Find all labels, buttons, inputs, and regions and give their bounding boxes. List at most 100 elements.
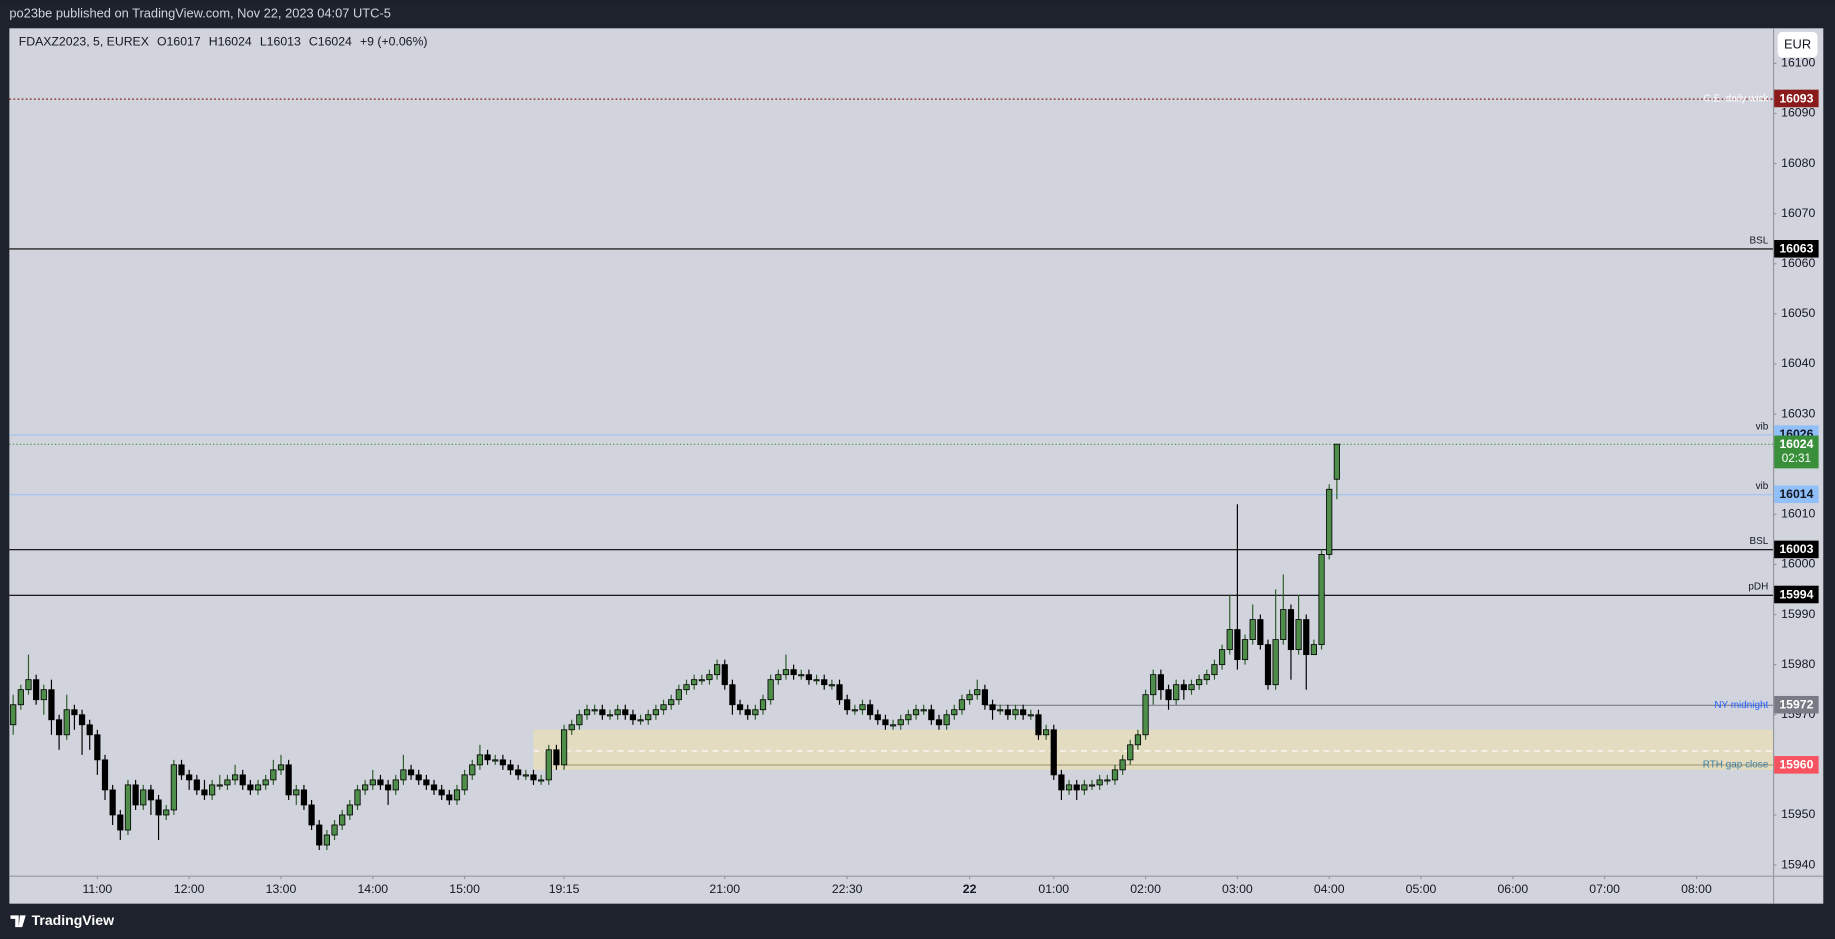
candle-body [63,709,70,736]
candle-body [1050,729,1057,776]
candle-body [262,779,269,786]
y-tick-label: 15940 [1781,857,1815,871]
level-label: BSL [1749,235,1768,246]
level-label: C.E. daily wick [1704,94,1769,105]
price-tag [1774,695,1819,714]
legend-close: C16024 [309,35,352,49]
candle-body [1211,664,1218,676]
candle-body [316,824,323,846]
candle-body [943,714,950,726]
candle-body [400,769,407,781]
legend-high: H16024 [209,35,252,49]
candle-body [1134,734,1142,746]
candle-body [721,664,728,686]
candle-body [33,679,40,701]
candle-body [560,729,568,766]
candle-body [1119,759,1126,771]
candle-body [912,709,920,716]
candle-body [629,714,637,721]
candle-body [660,704,667,711]
candle-body [484,754,491,761]
candle-body [339,814,346,826]
candle-body [423,779,430,786]
candle-body [645,714,652,721]
candle-body [25,679,32,691]
candle-body [867,704,874,716]
candle-body [1234,629,1241,661]
candle-body [10,704,17,726]
candle-body [637,719,644,722]
candle-body [583,709,591,716]
candle-body [224,779,231,786]
candle-body [507,764,514,771]
candle-body [1150,674,1157,696]
candle-body [407,769,415,776]
candle-body [813,679,820,682]
x-tick-label: 15:00 [449,882,480,896]
candle-body [293,789,300,796]
x-tick-label: 04:00 [1314,882,1345,896]
candle-body [40,689,47,701]
candle-body [86,724,93,736]
candle-body [346,804,353,816]
price-tag [1774,540,1819,559]
candle-body [384,784,392,791]
price-tag-label: 15994 [1779,587,1813,601]
candle-body [438,789,445,796]
publisher: po23be published on TradingView.com, Nov… [9,6,391,21]
y-tick-label: 15980 [1781,657,1815,671]
candle-body [622,709,629,716]
candle-body [805,674,813,681]
candle-body [966,694,973,701]
candle-body [859,704,866,711]
candle-body [668,699,675,706]
price-tag-label: 15972 [1779,698,1813,712]
candle-body [989,704,996,711]
candle-body [1326,488,1333,555]
candle-body [254,784,262,791]
candle-body [308,804,315,826]
price-tag [1774,585,1819,604]
last-price-label: 16024 [1779,437,1813,451]
candle-body [1280,609,1287,641]
candle-body [231,774,239,781]
legend-open: O16017 [157,35,201,49]
candle-body [1226,629,1233,651]
candle-body [193,779,200,791]
candle-body [538,779,545,782]
y-tick-label: 16080 [1781,156,1815,170]
price-tag-label: 15960 [1779,758,1813,772]
currency-label[interactable]: EUR [1784,37,1811,52]
candle-body [453,789,461,801]
candle-body [369,779,376,786]
x-tick-label: 01:00 [1038,882,1069,896]
candle-body [1249,619,1256,641]
price-tag-label: 16093 [1779,91,1813,105]
legend-symbol: FDAXZ2023, 5, EUREX [19,35,149,49]
candle-body [101,759,109,791]
candle-body [392,779,399,791]
candle-body [798,674,805,677]
x-tick-label: 14:00 [357,882,388,896]
candle-body [652,709,659,716]
candle-body [94,734,101,761]
candle-body [430,784,438,791]
candle-body [1058,774,1065,791]
x-tick-label: 13:00 [266,882,297,896]
candle-body [752,709,759,716]
candle-body [882,719,889,726]
candle-body [836,684,843,701]
candle-body [1303,619,1310,656]
candle-body [729,684,736,706]
candle-body [109,789,116,816]
level-label: BSL [1749,536,1768,547]
candle-body [1127,744,1134,761]
currency-button[interactable] [1777,31,1818,58]
x-tick-label: 07:00 [1589,882,1620,896]
candle-body [323,834,330,846]
candle-body [469,764,476,776]
candle-body [775,674,782,681]
candle-body [1020,709,1027,716]
x-tick-label: 12:00 [174,882,205,896]
